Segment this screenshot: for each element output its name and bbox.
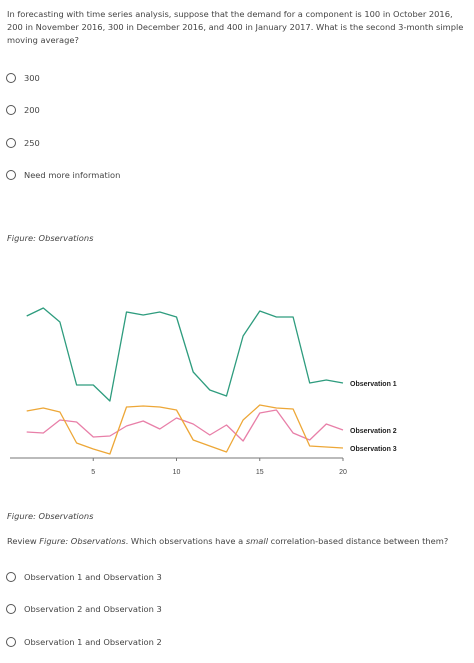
option-need-more-information[interactable]: Need more information: [6, 168, 120, 182]
series-label-2: Observation 2: [350, 428, 397, 435]
option-label: 300: [24, 73, 40, 83]
question-2-text: Review Figure: Observations. Which obser…: [7, 536, 448, 546]
series-line-3: [26, 404, 344, 455]
option-obs1-obs2[interactable]: Observation 1 and Observation 2: [6, 635, 162, 649]
option-300[interactable]: 300: [6, 71, 40, 85]
radio-button[interactable]: [6, 105, 16, 115]
question-2-suffix: correlation-based distance between them?: [268, 536, 449, 546]
figure-caption: Figure: Observations: [7, 511, 94, 521]
option-obs2-obs3[interactable]: Observation 2 and Observation 3: [6, 602, 162, 616]
option-label: Need more information: [24, 170, 121, 180]
radio-button[interactable]: [6, 138, 16, 148]
x-tick-label: 10: [173, 469, 181, 476]
series-label-3: Observation 3: [350, 446, 397, 453]
option-label: Observation 1 and Observation 2: [24, 637, 162, 647]
observations-chart: 5 10 15 20 Observation 1 Observation 2 Observa…: [10, 307, 397, 476]
series-label-1: Observation 1: [350, 381, 397, 388]
option-200[interactable]: 200: [6, 103, 40, 117]
radio-button[interactable]: [6, 572, 16, 582]
option-250[interactable]: 250: [6, 136, 40, 150]
option-obs1-obs3[interactable]: Observation 1 and Observation 3: [6, 570, 162, 584]
x-tick-label: 20: [339, 469, 347, 476]
series-line-2: [26, 409, 344, 442]
radio-button[interactable]: [6, 604, 16, 614]
option-label: Observation 2 and Observation 3: [24, 604, 162, 614]
figure-caption: Figure: Observations: [7, 233, 94, 243]
emphasis-small: small: [245, 536, 269, 546]
question-1-text: In forecasting with time series analysis…: [7, 9, 464, 45]
question-2-middle: . Which observations have a: [125, 536, 246, 546]
option-label: Observation 1 and Observation 3: [24, 572, 162, 582]
figure-reference: Figure: Observations: [39, 536, 126, 546]
radio-button[interactable]: [6, 73, 16, 83]
radio-button[interactable]: [6, 170, 16, 180]
option-label: 200: [24, 105, 40, 115]
x-tick-label: 5: [91, 469, 95, 476]
question-2-prefix: Review: [7, 536, 40, 546]
series-line-1: [26, 307, 344, 402]
radio-button[interactable]: [6, 637, 16, 647]
x-tick-label: 15: [256, 469, 264, 476]
option-label: 250: [24, 138, 40, 148]
